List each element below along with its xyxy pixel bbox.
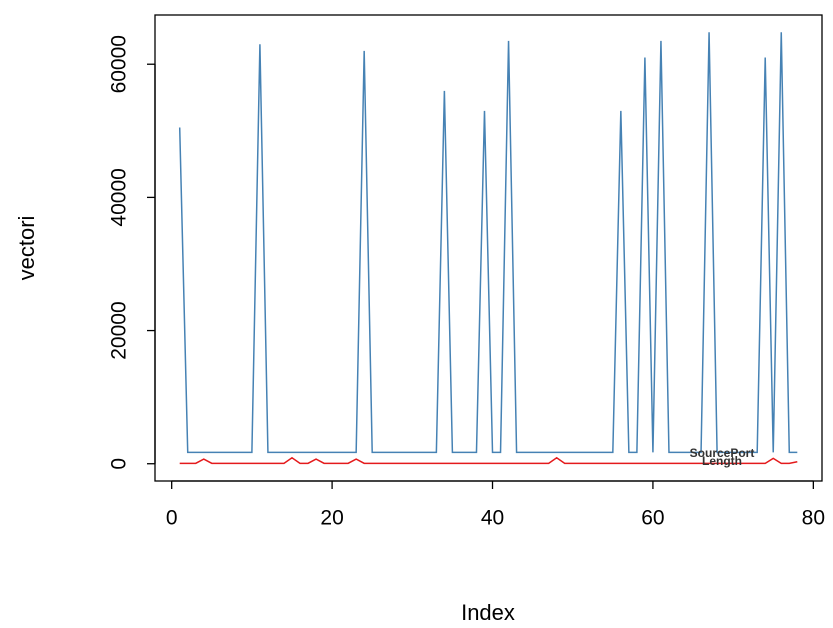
legend-label: SourcePort (690, 446, 755, 460)
legend-label: Length (702, 454, 742, 468)
y-axis-title: vectori (14, 216, 39, 281)
plot-box (154, 14, 823, 482)
x-tick-label: 60 (641, 507, 664, 530)
y-tick-label: 20000 (108, 301, 131, 359)
y-tick-label: 40000 (108, 168, 131, 226)
y-tick-label: 0 (108, 458, 131, 470)
x-tick-label: 40 (481, 507, 504, 530)
x-tick-label: 0 (166, 507, 178, 530)
y-tick-label: 60000 (108, 35, 131, 93)
x-axis-title: Index (461, 600, 515, 625)
x-tick-label: 20 (320, 507, 343, 530)
x-tick-label: 80 (802, 507, 825, 530)
series-line (179, 456, 798, 465)
series-line (178, 32, 798, 454)
